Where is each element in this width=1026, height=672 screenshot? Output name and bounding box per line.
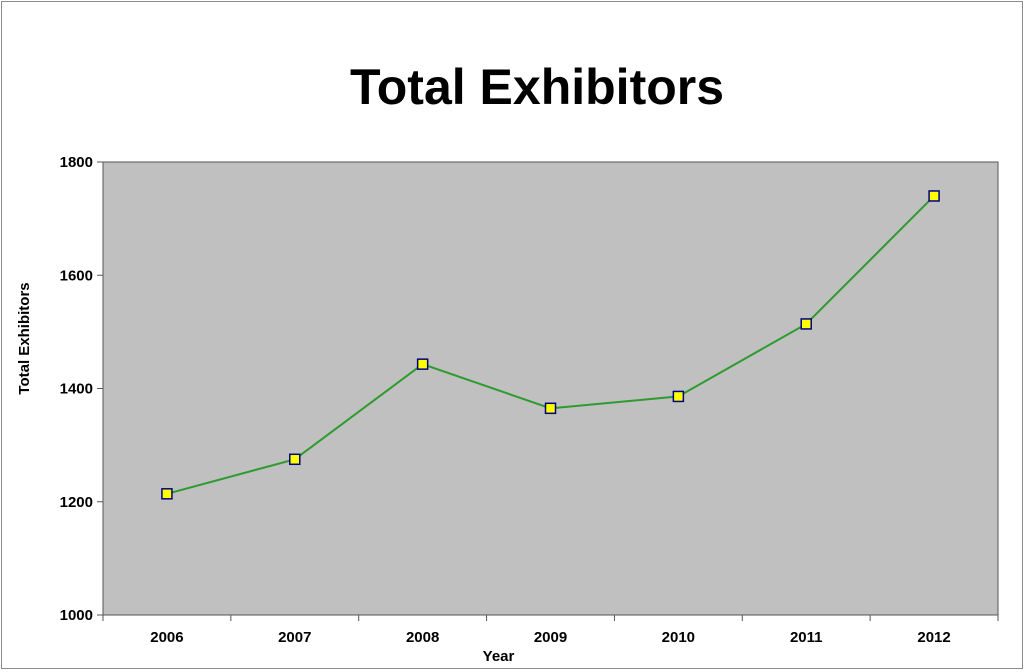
x-tick-label: 2010 (662, 629, 695, 646)
x-tick-label: 2009 (534, 629, 567, 646)
x-axis-title: Year (483, 648, 515, 665)
y-tick-label: 1800 (60, 154, 93, 171)
y-axis: 1000 1200 1400 1600 1800 (60, 154, 103, 624)
x-tick-label: 2008 (406, 629, 439, 646)
data-point-marker (672, 390, 685, 403)
data-point-marker (161, 488, 173, 500)
y-tick-label: 1600 (60, 267, 93, 284)
x-tick-label: 2006 (150, 629, 183, 646)
y-tick-label: 1400 (60, 381, 93, 398)
x-tick-label: 2012 (917, 629, 950, 646)
plot-area (102, 161, 999, 616)
y-axis-title: Total Exhibitors (16, 282, 33, 394)
y-tick-label: 1200 (60, 494, 93, 511)
x-axis: 2006 2007 2008 2009 2010 2011 2012 (102, 615, 999, 646)
x-tick-label: 2011 (790, 629, 823, 646)
data-point-marker (800, 318, 812, 330)
x-tick-label: 2007 (278, 629, 311, 646)
data-point-marker (416, 358, 429, 370)
chart-title: Total Exhibitors (349, 59, 725, 115)
data-point-marker (544, 402, 557, 415)
data-point-marker (928, 190, 940, 202)
y-tick-label: 1000 (60, 607, 93, 624)
series-markers (161, 190, 940, 500)
data-point-marker (289, 453, 301, 466)
